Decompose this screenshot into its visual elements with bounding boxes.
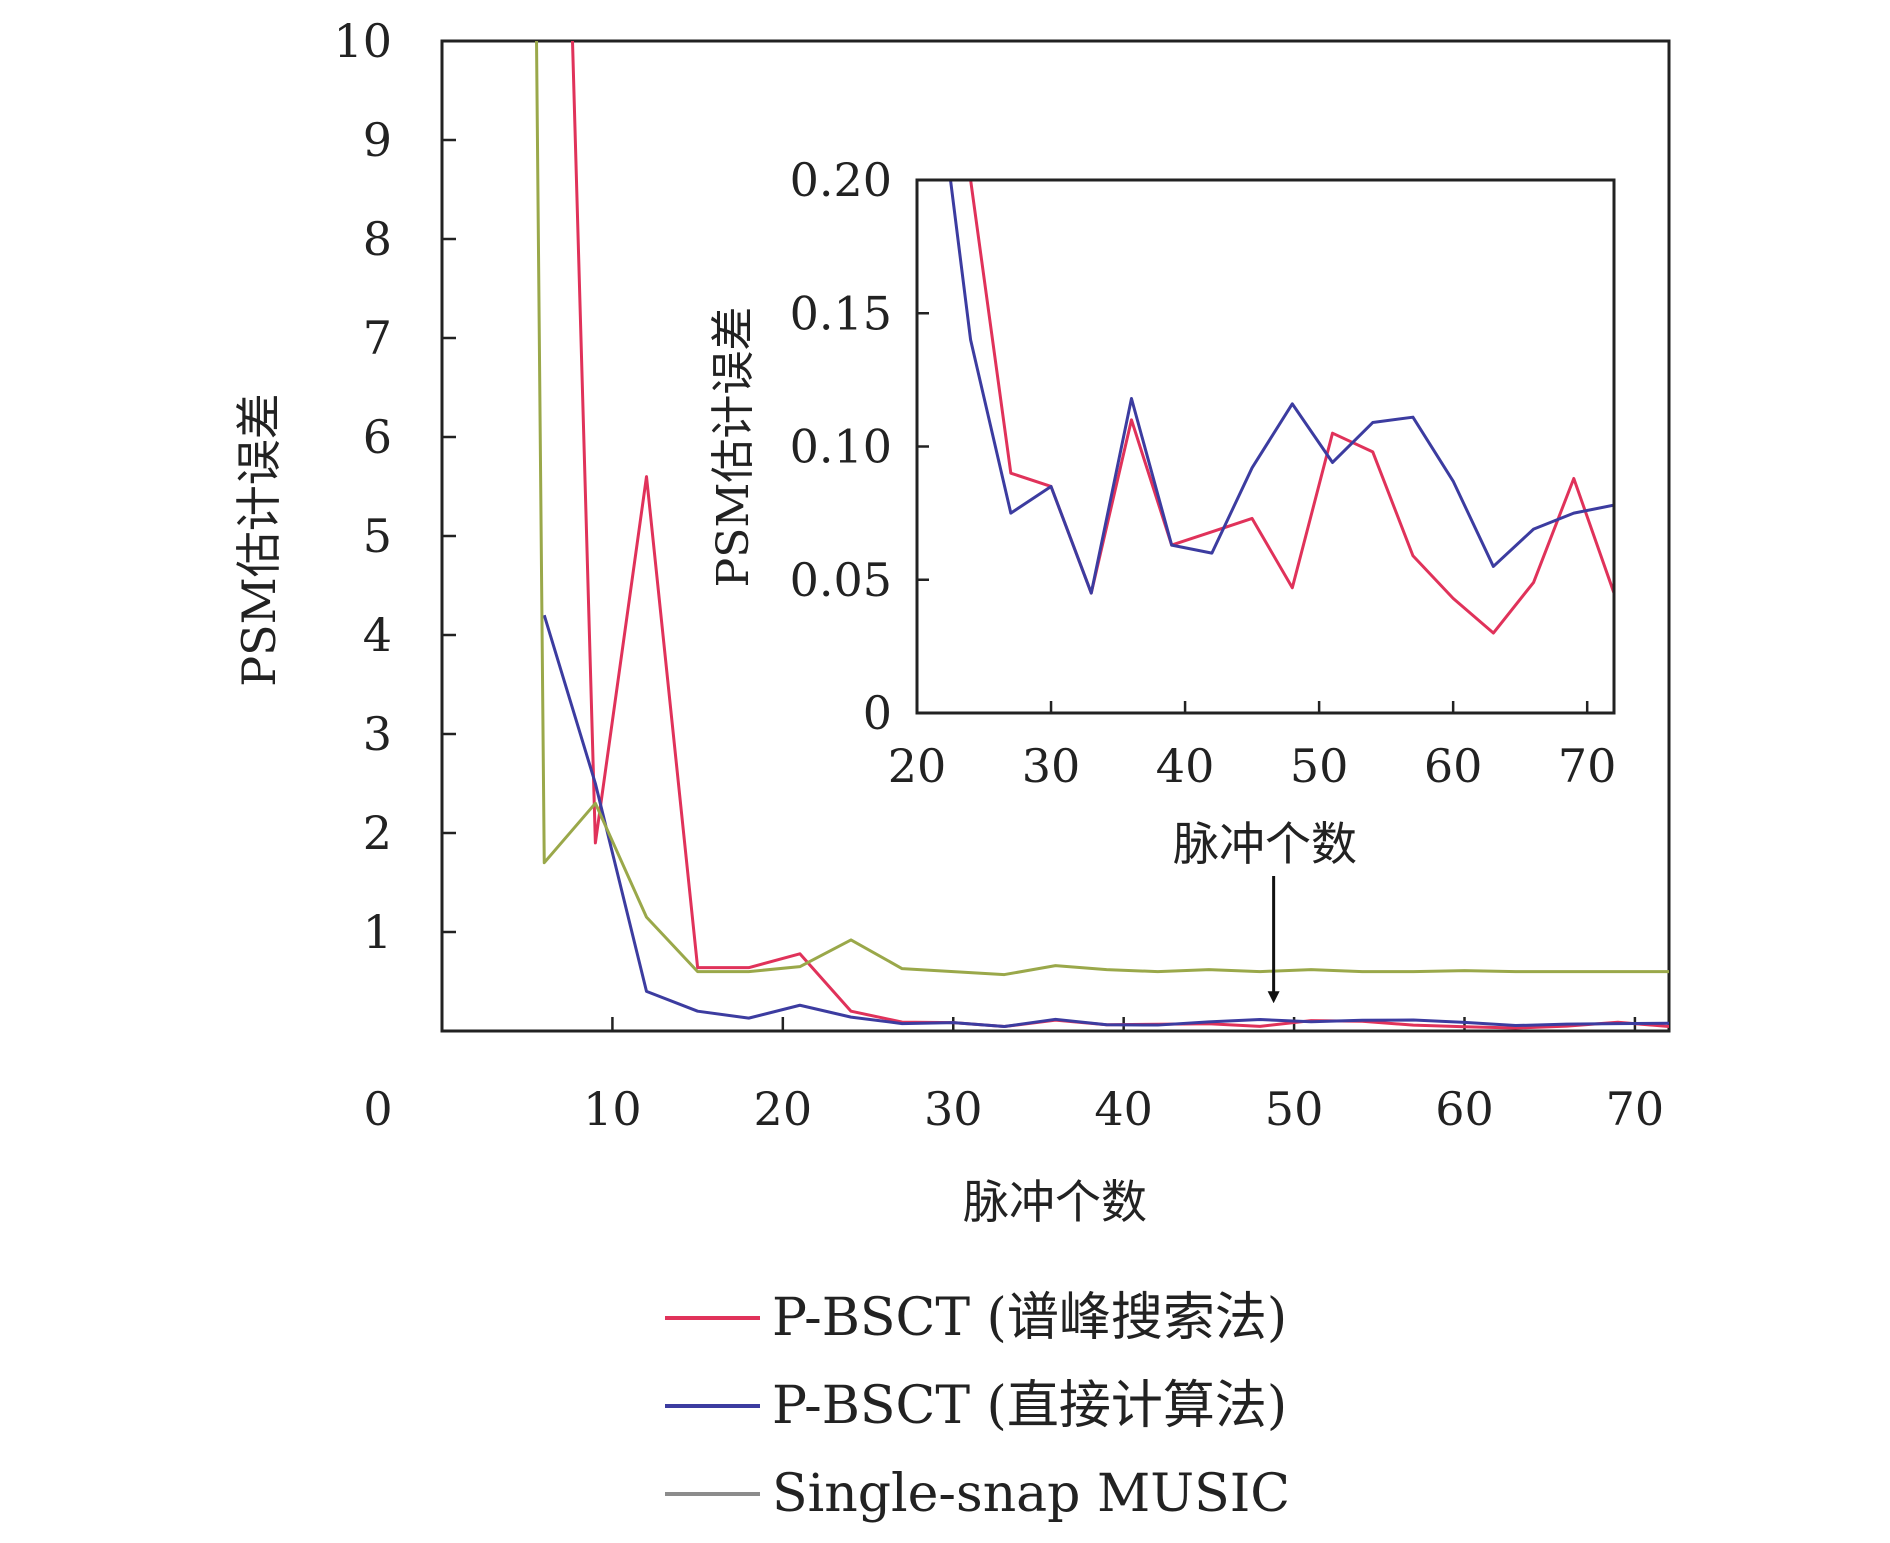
- main-y-tick-label: 7: [363, 311, 392, 365]
- main-y-tick-label: 3: [363, 707, 392, 761]
- main-plot: 1 2 3 4 5 6 7 8 9 10 0 10 20 30 40 50 60 70 PSM估计误差 脉冲个数: [232, 14, 1671, 1229]
- inset-line-spectral-peak: [969, 180, 1614, 635]
- inset-y-axis-label: PSM估计误差: [708, 307, 759, 588]
- main-y-tick-label: 8: [363, 212, 392, 266]
- main-y-tick-label: 10: [333, 14, 392, 68]
- main-y-axis: 1 2 3 4 5 6 7 8 9 10: [333, 14, 456, 959]
- main-y-tick-label: 9: [363, 113, 392, 167]
- main-y-tick-label: 4: [363, 608, 392, 662]
- main-y-tick-label: 5: [363, 509, 392, 563]
- main-x-tick-label: 20: [754, 1082, 813, 1136]
- main-y-tick-label: 6: [363, 410, 392, 464]
- main-x-tick-label: 60: [1435, 1082, 1494, 1136]
- inset-y-tick-label: 0.10: [790, 420, 892, 474]
- main-line-single-snap-music: [535, 41, 1669, 977]
- main-x-tick-label: 30: [924, 1082, 983, 1136]
- inset-y-tick-label: 0.15: [790, 286, 892, 340]
- legend: P-BSCT (谱峰搜索法) P-BSCT (直接计算法) Single-snap …: [665, 1288, 1290, 1524]
- inset-x-tick-label: 30: [1022, 739, 1081, 793]
- main-y-axis-label: PSM估计误差: [232, 393, 286, 687]
- main-y-tick-label: 2: [363, 806, 392, 860]
- main-x-tick-label: 10: [583, 1082, 642, 1136]
- main-x-tick-label: 0: [363, 1082, 392, 1136]
- main-series-group: [535, 41, 1669, 1030]
- inset-y-axis: 0 0.05 0.10 0.15 0.20: [790, 153, 929, 740]
- inset-x-tick-label: 50: [1290, 739, 1349, 793]
- legend-label: Single-snap MUSIC: [772, 1464, 1290, 1524]
- main-x-tick-label: 40: [1094, 1082, 1153, 1136]
- main-x-axis-label: 脉冲个数: [963, 1175, 1147, 1229]
- inset-y-tick-label: 0.20: [790, 153, 892, 207]
- main-x-tick-label: 70: [1606, 1082, 1665, 1136]
- legend-label: P-BSCT (直接计算法): [772, 1376, 1287, 1436]
- main-line-direct-calc: [542, 614, 1669, 1029]
- inset-y-tick-label: 0: [863, 686, 892, 740]
- inset-x-tick-label: 60: [1424, 739, 1483, 793]
- inset-x-tick-label: 20: [888, 739, 947, 793]
- inset-x-tick-label: 70: [1558, 739, 1617, 793]
- inset-series-group: [948, 180, 1614, 635]
- inset-plot: 0 0.05 0.10 0.15 0.20 20 30 40 50 60 70 PSM估计误差 脉…: [708, 153, 1617, 871]
- legend-label: P-BSCT (谱峰搜索法): [772, 1288, 1287, 1348]
- inset-x-axis: 20 30 40 50 60 70: [888, 701, 1617, 793]
- inset-x-axis-label: 脉冲个数: [1173, 817, 1357, 871]
- main-x-axis: 0 10 20 30 40 50 60 70: [363, 1017, 1664, 1136]
- main-y-tick-label: 1: [363, 905, 392, 959]
- main-x-tick-label: 50: [1265, 1082, 1324, 1136]
- inset-x-tick-label: 40: [1156, 739, 1215, 793]
- inset-y-tick-label: 0.05: [790, 553, 892, 607]
- inset-line-direct-calc: [948, 180, 1614, 595]
